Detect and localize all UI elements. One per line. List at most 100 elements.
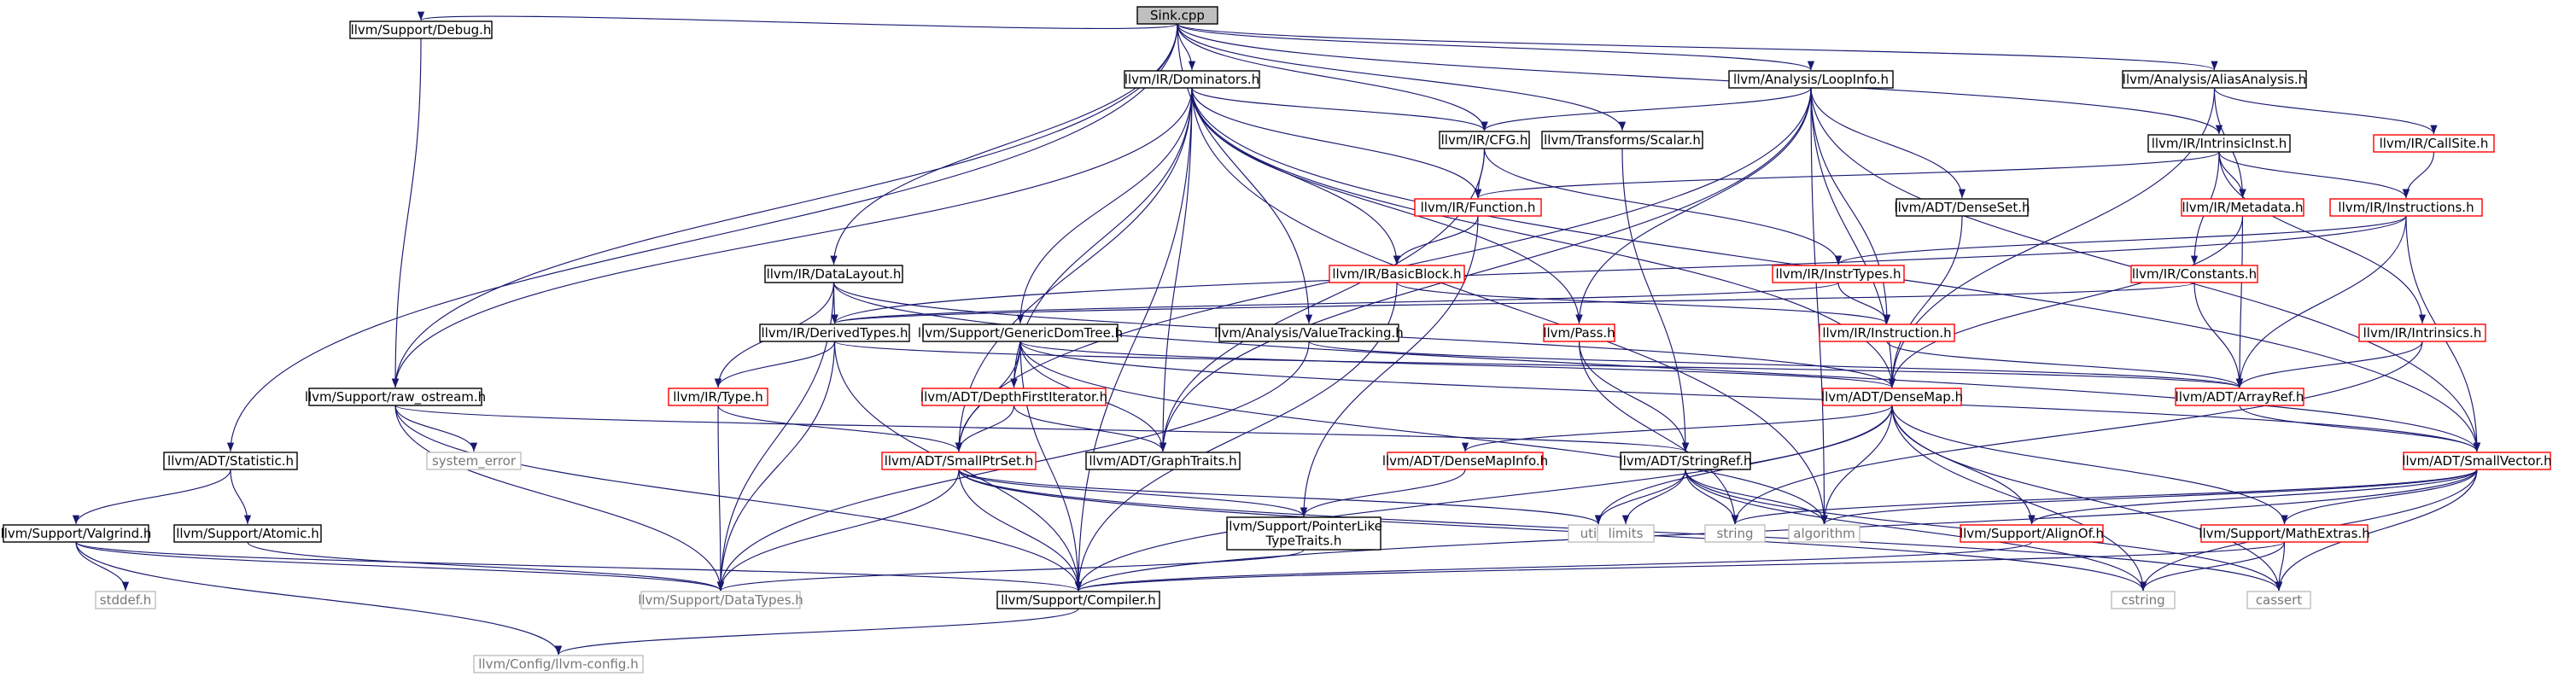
node-llvm-ir-instrtypes-h[interactable]: llvm/IR/InstrTypes.h — [1772, 265, 1905, 283]
node-llvm-ir-metadata-h[interactable]: llvm/IR/Metadata.h — [2181, 198, 2304, 217]
edge-smallptrset-to-datatypes — [716, 469, 960, 592]
node-box — [163, 452, 298, 470]
node-llvm-ir-callsite-h[interactable]: llvm/IR/CallSite.h — [2373, 134, 2495, 153]
edge-dominators-to-pass — [1191, 87, 1583, 324]
node-llvm-ir-function-h[interactable]: llvm/IR/Function.h — [1414, 198, 1542, 217]
edge-instructions-to-instrtypes — [1835, 215, 2407, 265]
node-label: llvm/IR/Instructions.h — [2338, 200, 2474, 215]
node-box — [1218, 324, 1399, 342]
node-llvm-support-atomic-h[interactable]: llvm/Support/Atomic.h — [173, 524, 322, 543]
node-llvm-adt-smallvector-h[interactable]: llvm/ADT/SmallVector.h — [2402, 452, 2552, 470]
node-box — [1543, 324, 1615, 342]
edge-dominators-to-graphtraits — [1159, 87, 1193, 452]
node-llvm-ir-intrinsicinst-h[interactable]: llvm/IR/IntrinsicInst.h — [2147, 134, 2291, 153]
node-llvm-support-genericdomtree-h[interactable]: llvm/Support/GenericDomTree.h — [918, 324, 1123, 342]
node-box — [2329, 198, 2483, 217]
edge-instrtypes-to-instruction — [1837, 282, 1891, 324]
node-box — [2181, 198, 2304, 217]
node-llvm-transforms-scalar-h[interactable]: llvm/Transforms/Scalar.h — [1541, 131, 1703, 149]
node-label: llvm/IR/IntrinsicInst.h — [2152, 136, 2287, 151]
node-llvm-support-raw-ostream-h[interactable]: llvm/Support/raw_ostream.h — [305, 388, 486, 406]
node-llvm-support-compiler-h[interactable]: llvm/Support/Compiler.h — [996, 591, 1160, 609]
edge-datalayout-to-smallvector — [832, 282, 2480, 452]
node-llvm-ir-datalayout-h[interactable]: llvm/IR/DataLayout.h — [764, 265, 903, 283]
node-box — [2373, 134, 2495, 153]
node-llvm-support-pointerliketypetraits-h[interactable]: llvm/Support/PointerLike TypeTraits.h — [1225, 516, 1382, 551]
node-label: llvm/ADT/ArrayRef.h — [2176, 389, 2304, 405]
node-llvm-adt-stringref-h[interactable]: llvm/ADT/StringRef.h — [1619, 452, 1752, 470]
node-label: stddef.h — [100, 592, 151, 608]
node-box — [1822, 388, 1962, 406]
edge-intrinsicinst-to-metadata — [2218, 151, 2246, 199]
node-box — [921, 388, 1107, 406]
node-box — [881, 452, 1037, 470]
edge-scalar-to-stringref — [1621, 148, 1690, 452]
node-label: llvm/ADT/DenseSet.h — [1894, 200, 2030, 215]
node-llvm-ir-derivedtypes-h[interactable]: llvm/IR/DerivedTypes.h — [759, 324, 910, 342]
node-system-error: system_error — [426, 452, 522, 470]
node-llvm-support-alignof-h[interactable]: llvm/Support/AlignOf.h — [1960, 524, 2104, 543]
edge-constants-to-derivedtypes — [832, 282, 2195, 324]
node-llvm-adt-arrayref-h[interactable]: llvm/ADT/ArrayRef.h — [2175, 388, 2304, 406]
node-box — [2246, 591, 2311, 609]
edge-intrinsicinst-to-function — [1475, 151, 2220, 199]
node-box — [1819, 324, 1955, 342]
node-box — [1772, 265, 1905, 283]
node-label: Sink.cpp — [1150, 8, 1205, 23]
node-llvm-analysis-aliasanalysis-h[interactable]: llvm/Analysis/AliasAnalysis.h — [2122, 70, 2307, 89]
node-llvm-support-debug-h[interactable]: llvm/Support/Debug.h — [349, 20, 493, 39]
node-llvm-pass-h[interactable]: llvm/Pass.h — [1543, 324, 1615, 342]
edge-metadata-to-densemap — [1888, 215, 2244, 388]
node-label: llvm/IR/InstrTypes.h — [1775, 266, 1901, 282]
node-box — [1226, 516, 1381, 551]
node-llvm-support-valgrind-h[interactable]: llvm/Support/Valgrind.h — [1, 524, 152, 543]
node-box — [308, 388, 482, 406]
edge-constants-to-arrayref — [2193, 282, 2244, 388]
node-llvm-ir-cfg-h[interactable]: llvm/IR/CFG.h — [1439, 131, 1530, 149]
edge-intrinsics-to-arrayref — [2235, 341, 2423, 388]
edge-valuetracking-to-arrayref — [1308, 341, 2243, 388]
node-llvm-adt-statistic-h[interactable]: llvm/ADT/Statistic.h — [163, 452, 298, 470]
edge-cfg-to-instrtypes — [1483, 148, 1843, 265]
edge-dominators-to-genericdomtree — [1016, 87, 1193, 324]
node-label: llvm/IR/CFG.h — [1441, 132, 1528, 148]
node-llvm-analysis-valuetracking-h[interactable]: llvm/Analysis/ValueTracking.h — [1214, 324, 1404, 342]
edge-pointerlike-to-datatypes — [717, 549, 1305, 592]
node-llvm-ir-instruction-h[interactable]: llvm/IR/Instruction.h — [1819, 324, 1955, 342]
node-label: llvm/Config/llvm-config.h — [478, 656, 638, 672]
node-label: llvm/Support/Debug.h — [351, 22, 492, 38]
node-llvm-adt-depthfirstiterator-h[interactable]: llvm/ADT/DepthFirstIterator.h — [920, 388, 1107, 406]
edge-genericdomtree-to-compiler — [1019, 341, 1083, 592]
node-label: llvm/ADT/Statistic.h — [167, 453, 294, 469]
node-llvm-ir-instructions-h[interactable]: llvm/IR/Instructions.h — [2329, 198, 2483, 217]
node-llvm-ir-intrinsics-h[interactable]: llvm/IR/Intrinsics.h — [2358, 324, 2486, 342]
node-box — [1960, 524, 2104, 543]
node-llvm-analysis-loopinfo-h[interactable]: llvm/Analysis/LoopInfo.h — [1728, 70, 1894, 89]
edge-densemap-to-compiler — [1074, 405, 1893, 592]
edge-sink-to-datalayout — [830, 23, 1178, 265]
node-llvm-ir-type-h[interactable]: llvm/IR/Type.h — [668, 388, 768, 406]
edge-intrinsicinst-to-instructions — [2218, 151, 2410, 199]
node-label: llvm/Support/Atomic.h — [176, 526, 319, 541]
edge-sink-to-scalar — [1177, 23, 1627, 131]
node-llvm-ir-dominators-h[interactable]: llvm/IR/Dominators.h — [1124, 70, 1260, 89]
node-label: algorithm — [1793, 526, 1855, 541]
edge-dominators-to-smallptrset — [955, 87, 1193, 452]
node-llvm-ir-basicblock-h[interactable]: llvm/IR/BasicBlock.h — [1329, 265, 1465, 283]
node-sink-cpp[interactable]: Sink.cpp — [1136, 6, 1218, 25]
edge-densemap-to-algorithm — [1820, 405, 1893, 525]
edge-rawostream-to-compiler — [394, 405, 1083, 592]
edge-smallptrset-to-pointerlike — [958, 469, 1307, 517]
node-llvm-ir-constants-h[interactable]: llvm/IR/Constants.h — [2130, 265, 2258, 283]
edge-sink-to-debug — [418, 11, 1178, 30]
node-llvm-adt-denseset-h[interactable]: llvm/ADT/DenseSet.h — [1894, 198, 2030, 217]
node-llvm-support-mathextras-h[interactable]: llvm/Support/MathExtras.h — [2199, 524, 2370, 543]
edge-stringref-to-algorithm — [1685, 469, 1828, 525]
node-box — [1704, 524, 1766, 543]
node-llvm-adt-densemapinfo-h[interactable]: llvm/ADT/DenseMapInfo.h — [1382, 452, 1548, 470]
node-llvm-adt-graphtraits-h[interactable]: llvm/ADT/GraphTraits.h — [1085, 452, 1241, 470]
node-llvm-adt-densemap-h[interactable]: llvm/ADT/DenseMap.h — [1821, 388, 1963, 406]
edge-derivedtypes-to-type — [714, 341, 836, 388]
edge-statistic-to-valgrind — [72, 469, 231, 525]
node-llvm-adt-smallptrset-h[interactable]: llvm/ADT/SmallPtrSet.h — [881, 452, 1037, 470]
